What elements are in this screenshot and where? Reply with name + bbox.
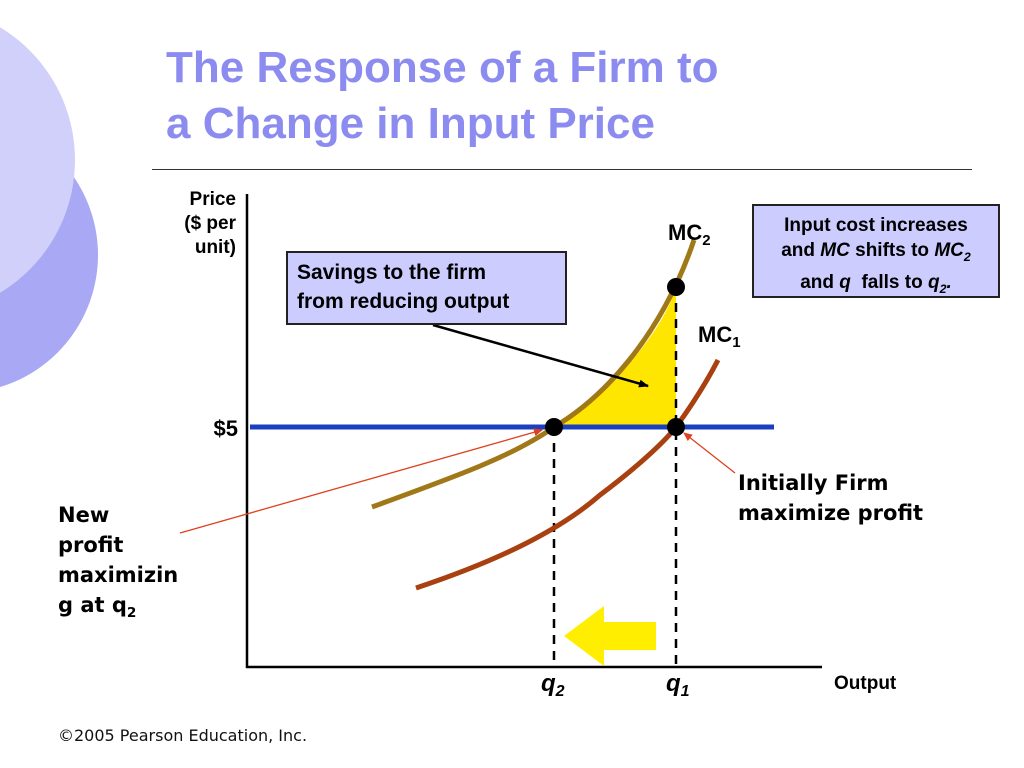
q1-label: q1 bbox=[666, 670, 690, 700]
new-profit-note: New profit maximizin g at q2 bbox=[58, 500, 188, 628]
mc1-curve bbox=[415, 358, 721, 591]
copyright-footer: ©2005 Pearson Education, Inc. bbox=[58, 726, 308, 745]
new-profit-line1: New bbox=[58, 503, 110, 527]
savings-callout-line1: Savings to the firm bbox=[297, 261, 487, 284]
y-axis-label-line2: ($ per bbox=[184, 213, 236, 234]
input-cost-line2-mid: shifts to bbox=[849, 240, 935, 261]
input-cost-line3-prefix: and bbox=[800, 271, 840, 293]
q2-label-base: q bbox=[541, 670, 556, 697]
input-cost-mc: MC bbox=[820, 240, 850, 261]
mc1-label-sub: 1 bbox=[732, 334, 740, 351]
initial-profit-pointer bbox=[683, 432, 736, 474]
mc2-label: MC2 bbox=[668, 220, 711, 249]
input-cost-line3: and q falls to q2. bbox=[760, 270, 992, 302]
title-divider bbox=[152, 169, 972, 170]
input-cost-callout: Input cost increases and MC shifts to MC… bbox=[752, 204, 1000, 298]
savings-region bbox=[554, 287, 676, 427]
new-profit-line4: g at q2 bbox=[58, 590, 188, 628]
y-axis-label-line3: unit) bbox=[194, 237, 236, 258]
input-cost-line3-end: . bbox=[946, 271, 952, 293]
initial-profit-note: Initially Firm maximize profit bbox=[738, 468, 923, 528]
left-arrow-icon bbox=[564, 606, 656, 666]
input-cost-q2-sub: 2 bbox=[939, 281, 947, 296]
savings-callout: Savings to the firm from reducing output bbox=[286, 251, 567, 325]
mc1-label-base: MC bbox=[698, 322, 732, 347]
price-5-label: $5 bbox=[214, 416, 238, 441]
mc1-label: MC1 bbox=[698, 322, 741, 351]
input-cost-line3-mid: falls to bbox=[850, 271, 928, 293]
new-profit-pointer bbox=[179, 428, 543, 534]
mc2-label-base: MC bbox=[668, 220, 702, 245]
decorative-circles bbox=[0, 27, 98, 388]
new-profit-line4-text: g at q bbox=[58, 593, 127, 617]
initial-profit-line2: maximize profit bbox=[738, 501, 924, 525]
new-profit-line2: profit bbox=[58, 533, 124, 557]
input-cost-line1: Input cost increases bbox=[784, 215, 968, 236]
q2-label: q2 bbox=[541, 670, 565, 700]
y-axis-label: Price ($ per unit) bbox=[156, 188, 236, 260]
q1-label-sub: 1 bbox=[681, 683, 690, 700]
q2-label-sub: 2 bbox=[555, 683, 565, 700]
input-cost-mc2: MC bbox=[934, 240, 964, 261]
q1-label-base: q bbox=[666, 670, 681, 697]
slide-title-line1: The Response of a Firm to bbox=[166, 43, 719, 92]
mc2-label-sub: 2 bbox=[702, 232, 710, 249]
input-cost-line2: and MC shifts to MC2 bbox=[760, 238, 992, 270]
input-cost-mc2-sub: 2 bbox=[963, 249, 971, 264]
input-cost-q2: q bbox=[927, 271, 940, 293]
input-cost-line2-prefix: and bbox=[781, 240, 821, 261]
slide-title: The Response of a Firm to a Change in In… bbox=[166, 40, 719, 152]
new-profit-sub: 2 bbox=[126, 605, 137, 622]
point-q1 bbox=[667, 418, 685, 436]
initial-profit-line1: Initially Firm bbox=[738, 471, 889, 495]
new-profit-line3: maximizin bbox=[58, 563, 179, 587]
slide-title-line2: a Change in Input Price bbox=[166, 99, 655, 148]
savings-callout-line2: from reducing output bbox=[297, 290, 510, 313]
y-axis-label-line1: Price bbox=[189, 189, 236, 210]
point-q2 bbox=[545, 418, 563, 436]
x-axis-label: Output bbox=[834, 673, 897, 694]
savings-pointer-arrow bbox=[432, 323, 649, 388]
input-cost-q: q bbox=[839, 271, 851, 293]
decorative-circle-front bbox=[0, 27, 75, 293]
point-q1-mc2 bbox=[667, 278, 685, 296]
